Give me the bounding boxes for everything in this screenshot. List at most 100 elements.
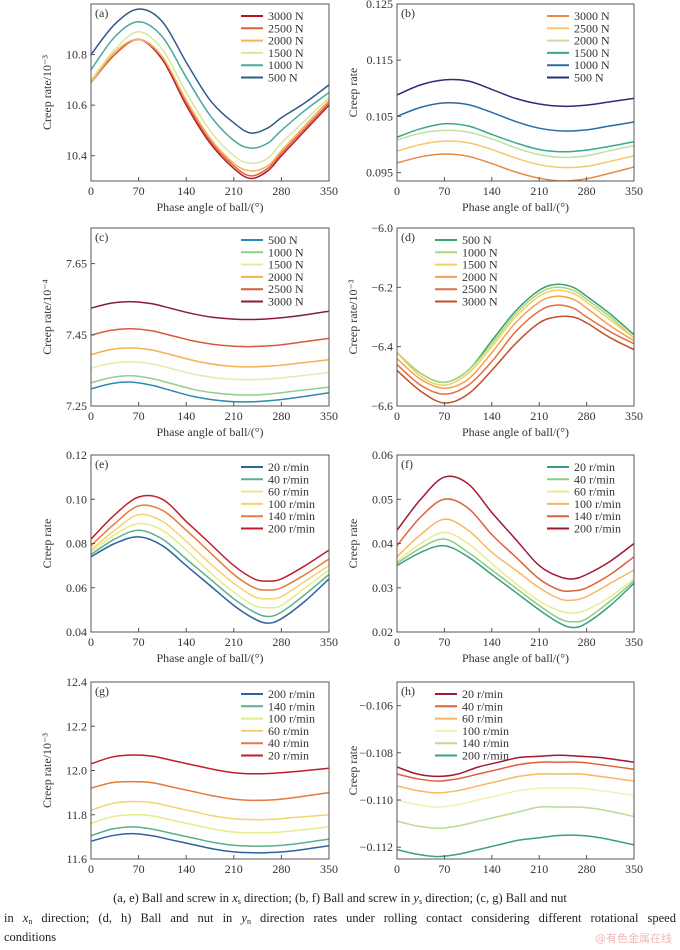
y-tick-label: 0.04 [66,625,87,639]
panel-label: (h) [401,684,415,698]
legend-label: 500 N [268,233,298,247]
series-line-f-1 [397,538,634,623]
x-tick-label: 210 [225,862,243,876]
y-tick-label: 11.8 [66,808,87,822]
y-tick-label: 0.12 [66,448,87,462]
series-line-b-5 [397,78,634,108]
y-tick-label: 12.2 [66,719,87,733]
legend-label: 200 r/min [268,522,315,536]
plot-frame [396,227,635,407]
series-line-e-3 [91,513,329,600]
x-axis-label: Phase angle of ball/(°) [462,878,569,880]
legend-label: 1000 N [574,58,610,72]
x-tick-label: 70 [133,409,145,423]
series-line-b-0 [397,153,634,181]
x-tick-label: 70 [133,635,145,649]
x-tick-label: 140 [483,409,501,423]
legend-label: 1000 N [462,245,498,259]
legend-label: 40 r/min [462,699,503,713]
caption-text: direction; (b, f) Ball and screw in [240,891,414,905]
y-tick-label: 10.6 [66,98,87,112]
x-tick-label: 140 [177,409,195,423]
legend-label: 2000 N [268,34,304,48]
x-tick-label: 140 [177,862,195,876]
legend-label: 60 r/min [574,485,615,499]
y-tick-label: 7.45 [66,328,87,342]
series-line-c-1 [91,374,329,396]
y-tick-label: −6.0 [371,221,393,235]
series-line-d-2 [397,289,634,386]
legend-label: 1500 N [462,258,498,272]
legend-label: 200 r/min [268,687,315,701]
x-tick-label: 350 [320,635,338,649]
caption-text: in [4,911,23,925]
legend-label: 2500 N [574,21,610,35]
legend-label: 40 r/min [268,472,309,486]
legend-label: 2500 N [268,282,304,296]
series-line-b-2 [397,129,634,159]
y-tick-label: 10.4 [66,149,87,163]
y-tick-label: 0.05 [372,492,393,506]
series-line-b-1 [397,140,634,169]
y-tick-label: 0.125 [366,0,393,11]
legend-label: 2000 N [268,270,304,284]
x-tick-label: 210 [530,184,548,198]
x-tick-label: 70 [133,862,145,876]
series-line-g-0 [91,832,329,854]
series-line-a-2 [91,38,329,172]
legend-label: 1500 N [268,46,304,60]
legend-label: 40 r/min [574,472,615,486]
series-line-f-5 [397,475,634,580]
panel-label: (f) [401,457,413,471]
y-tick-label: −0.110 [360,793,393,807]
plot-frame [90,227,330,407]
y-tick-label: −0.108 [359,746,393,760]
y-tick-label: 0.10 [66,492,87,506]
x-tick-label: 140 [177,184,195,198]
series-line-h-2 [397,773,634,794]
x-tick-label: 280 [578,409,596,423]
x-tick-label: 140 [177,635,195,649]
x-tick-label: 280 [578,184,596,198]
legend-label: 2000 N [462,270,498,284]
caption-text: direction; (c, g) Ball and nut [422,891,567,905]
figure: 0 70 140 210 280 350 10.4 10.6 10.8 Phase angle o… [40,0,643,880]
legend-label: 500 N [462,233,492,247]
series-line-c-4 [91,327,329,348]
series-line-a-3 [91,31,329,165]
caption-sub: n [246,917,251,926]
panel-label: (b) [401,6,415,20]
y-axis-label: Creep rate/10⁻³ [40,733,54,808]
plot-frame [396,681,635,860]
caption-text: direction rates under rolling contact co… [250,911,676,925]
chart-panel-h: 0 70 140 210 280 350 −0.112 −0.110 −0.108 −0.106 P… [346,681,643,880]
x-tick-label: 70 [133,184,145,198]
panel-label: (e) [95,457,108,471]
legend-label: 3000 N [462,295,498,309]
x-tick-label: 280 [578,862,596,876]
caption-sub: n [28,917,33,926]
y-axis-label: Creep rate/10⁻³ [346,279,360,354]
x-tick-label: 0 [394,635,400,649]
y-tick-label: 10.8 [66,48,87,62]
series-line-a-4 [91,20,329,149]
legend-label: 140 r/min [268,509,315,523]
y-tick-label: 11.6 [66,852,87,866]
x-tick-label: 280 [272,409,290,423]
caption-var: x [22,911,29,925]
y-tick-label: −6.2 [371,280,393,294]
x-tick-label: 280 [272,184,290,198]
series-line-g-4 [91,780,329,802]
caption-sub: s [418,897,423,906]
series-line-c-3 [91,347,329,368]
y-tick-label: 12.4 [66,675,87,689]
legend-label: 500 N [574,71,604,85]
series-line-e-4 [91,504,329,591]
legend-label: 100 r/min [574,497,621,511]
x-axis-label: Phase angle of ball/(°) [462,200,569,214]
series-line-e-0 [91,536,329,624]
caption-var: x [232,891,238,905]
x-tick-label: 0 [394,184,400,198]
